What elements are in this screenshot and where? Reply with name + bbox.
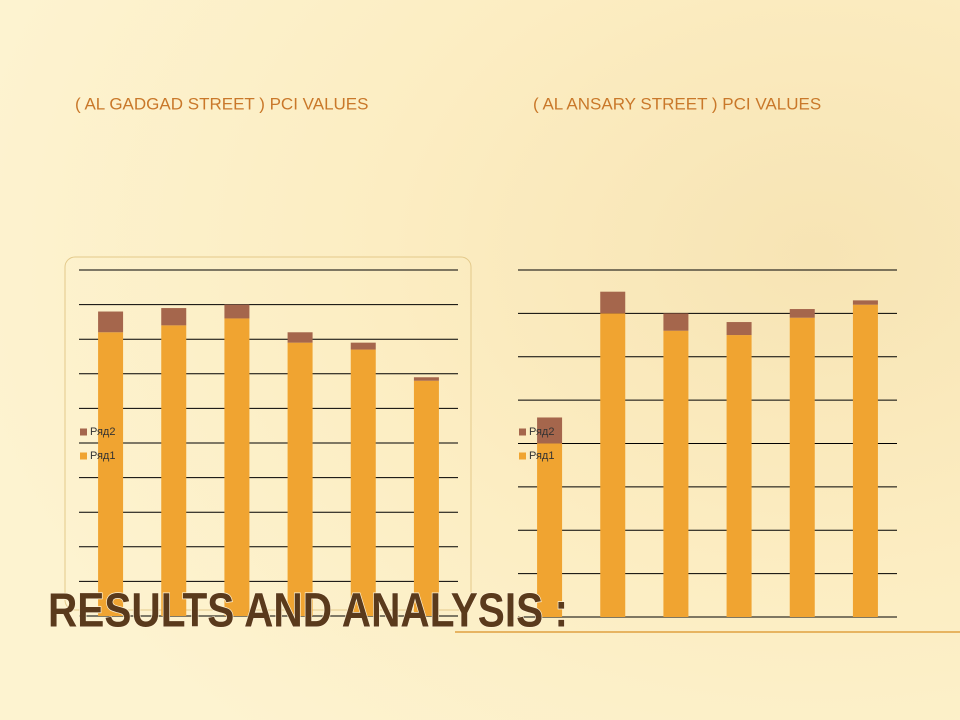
bar [663,313,689,331]
bar [413,380,439,616]
bar [161,308,187,326]
bar [98,311,124,333]
legend-label: Ряд2 [90,426,115,438]
bar [852,300,878,305]
bar [789,317,815,617]
legend-swatch [80,452,87,460]
bar [98,332,124,616]
bar [600,313,626,617]
bar [161,325,187,616]
bar [413,377,439,381]
bar [537,417,563,444]
bar [726,322,752,336]
bar [537,443,563,617]
legend-label: Ряд1 [529,450,554,462]
slide-title: RESULTS AND ANALYSIS : [48,585,568,638]
bar [350,342,376,350]
legend-label: Ряд1 [90,450,115,462]
legend-label: Ряд2 [529,426,554,438]
bar [789,309,815,318]
bar [287,332,313,343]
chart-frame [64,256,472,611]
bar [600,291,626,314]
bar [852,304,878,617]
bar [726,335,752,617]
bar [663,330,689,617]
chart-title: ( AL GADGAD STREET ) PCI VALUES [75,94,368,113]
bar [350,349,376,616]
charts: Ряд1 Ряд2 Ряд1 Ряд2 [79,269,897,618]
bar [287,342,313,616]
legend-swatch [80,428,87,436]
bar [224,318,250,616]
legend-swatch [519,428,526,436]
legend-swatch [519,452,526,460]
chart-title: ( AL ANSARY STREET ) PCI VALUES [533,94,821,113]
bar [224,304,250,319]
